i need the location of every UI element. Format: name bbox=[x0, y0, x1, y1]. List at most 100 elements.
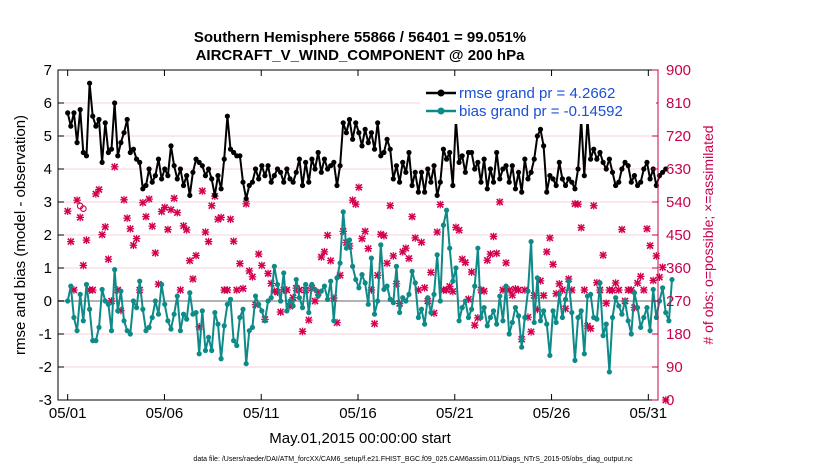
bias-point bbox=[569, 309, 575, 316]
bias-point bbox=[550, 308, 556, 314]
rmse-point bbox=[469, 149, 475, 156]
rmse-point bbox=[86, 80, 93, 86]
obs-assimilated-marker bbox=[92, 190, 100, 198]
bias-point bbox=[130, 298, 137, 304]
bias-point bbox=[597, 280, 603, 286]
y-tick-label-left: 2 bbox=[44, 227, 52, 244]
bias-point bbox=[559, 314, 566, 321]
bias-point bbox=[465, 314, 472, 321]
obs-assimilated-marker bbox=[449, 287, 457, 296]
bias-point bbox=[575, 314, 581, 321]
bias-point bbox=[469, 306, 475, 312]
bias-point bbox=[171, 311, 177, 317]
obs-assimilated-marker bbox=[383, 259, 391, 268]
bias-point bbox=[215, 321, 221, 327]
obs-assimilated-marker bbox=[467, 268, 476, 276]
rmse-point bbox=[174, 176, 180, 182]
bias-point bbox=[634, 305, 641, 311]
y-axis-label-right: # of obs: o=possible; ×=assimilated bbox=[700, 125, 716, 344]
rmse-point bbox=[600, 159, 606, 165]
bias-point bbox=[296, 295, 302, 301]
rmse-point bbox=[478, 179, 484, 185]
obs-assimilated-marker bbox=[236, 259, 244, 268]
bias-point bbox=[600, 333, 606, 339]
rmse-point bbox=[315, 149, 321, 156]
y-tick-label-right: 180 bbox=[666, 326, 691, 343]
obs-assimilated-marker bbox=[176, 286, 185, 294]
rmse-point bbox=[440, 146, 447, 152]
bias-point bbox=[227, 296, 234, 302]
rmse-point bbox=[459, 153, 465, 159]
obs-assimilated-marker bbox=[661, 396, 670, 404]
rmse-point bbox=[647, 176, 653, 182]
bias-point bbox=[86, 306, 93, 312]
rmse-point bbox=[581, 173, 587, 179]
rmse-point bbox=[118, 140, 124, 146]
bias-point bbox=[224, 301, 230, 307]
obs-assimilated-marker bbox=[455, 226, 463, 235]
rmse-point bbox=[418, 169, 425, 175]
obs-assimilated-marker bbox=[204, 237, 213, 246]
x-tick-label: 05/31 bbox=[630, 405, 668, 422]
rmse-point bbox=[215, 173, 221, 179]
bias-point bbox=[396, 309, 403, 316]
bias-point bbox=[428, 309, 434, 316]
rmse-point bbox=[249, 179, 256, 185]
bias-point bbox=[133, 305, 140, 311]
rmse-point bbox=[102, 120, 108, 126]
obs-assimilated-marker bbox=[232, 286, 241, 294]
bias-point bbox=[209, 347, 215, 354]
rmse-point bbox=[340, 120, 346, 126]
bias-point bbox=[287, 298, 293, 304]
bias-point bbox=[118, 288, 124, 294]
bias-point bbox=[475, 245, 481, 251]
obs-assimilated-marker bbox=[558, 286, 567, 294]
obs-assimilated-marker bbox=[658, 263, 667, 272]
rmse-point bbox=[71, 110, 77, 116]
bias-point bbox=[299, 305, 306, 311]
bias-point bbox=[578, 308, 584, 314]
bias-point bbox=[337, 260, 343, 266]
bias-point bbox=[184, 316, 190, 322]
rmse-point bbox=[522, 156, 528, 162]
bias-point bbox=[140, 306, 146, 312]
rmse-point bbox=[259, 163, 265, 169]
rmse-point bbox=[544, 189, 550, 195]
bias-point bbox=[387, 296, 393, 302]
bias-point bbox=[71, 314, 77, 321]
bias-point bbox=[494, 321, 500, 327]
obs-assimilated-marker bbox=[370, 319, 379, 328]
rmse-point bbox=[553, 182, 559, 189]
bias-point bbox=[234, 342, 240, 349]
y-tick-label-left: -1 bbox=[39, 326, 52, 343]
legend-bias-label: bias grand pr = -0.14592 bbox=[459, 103, 623, 120]
rmse-point bbox=[613, 182, 619, 189]
rmse-point bbox=[566, 176, 572, 182]
bias-point bbox=[68, 283, 74, 289]
bias-point bbox=[541, 308, 547, 314]
bias-point bbox=[262, 318, 268, 324]
bias-point bbox=[174, 293, 180, 299]
bias-point bbox=[644, 305, 650, 311]
obs-assimilated-marker bbox=[323, 231, 332, 240]
obs-assimilated-marker bbox=[254, 250, 263, 258]
rmse-point bbox=[534, 133, 540, 139]
obs-assimilated-marker bbox=[98, 230, 106, 239]
bias-point bbox=[83, 281, 90, 288]
rmse-point bbox=[396, 179, 403, 185]
rmse-point bbox=[287, 176, 293, 182]
obs-assimilated-marker bbox=[436, 200, 445, 209]
bias-point bbox=[127, 331, 133, 337]
y-tick-label-left: 1 bbox=[44, 260, 52, 277]
bias-point bbox=[278, 298, 284, 304]
rmse-point bbox=[409, 182, 415, 189]
bias-point bbox=[312, 286, 318, 293]
bias-point bbox=[666, 318, 672, 324]
rmse-point bbox=[406, 149, 412, 156]
obs-assimilated-marker bbox=[120, 196, 128, 204]
bias-point bbox=[205, 334, 212, 340]
obs-assimilated-marker bbox=[614, 286, 623, 294]
rmse-point bbox=[537, 126, 544, 132]
obs-assimilated-marker bbox=[170, 194, 178, 203]
obs-assimilated-marker bbox=[229, 237, 238, 246]
